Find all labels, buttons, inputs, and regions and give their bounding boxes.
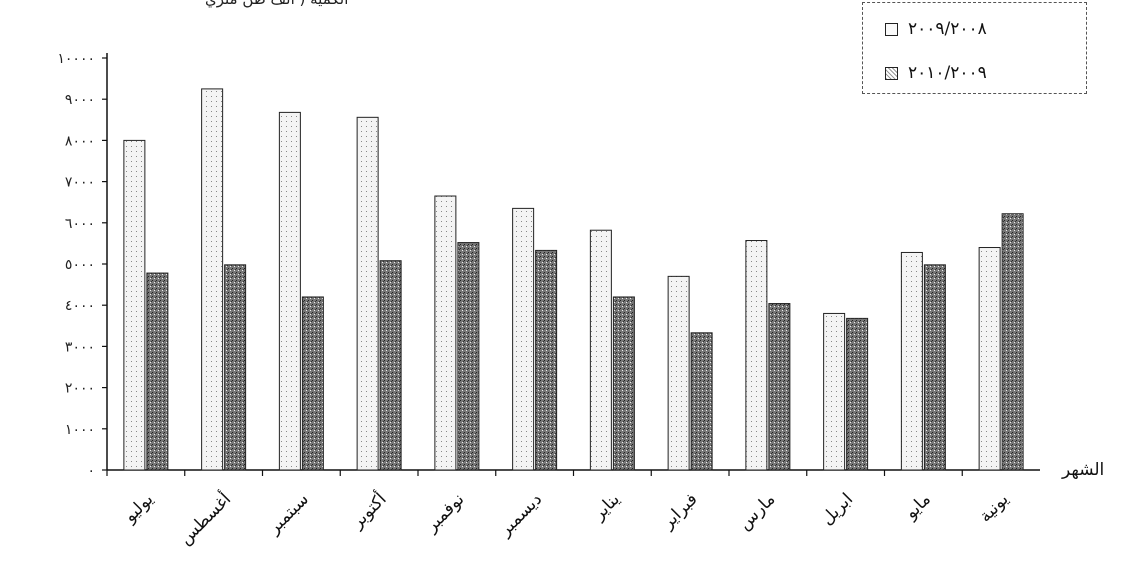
bar-series-1 (589, 229, 612, 471)
y-tick-label: ٩٠٠٠ (65, 92, 95, 108)
bar-series-2 (768, 303, 791, 471)
bar-series-1 (512, 207, 535, 471)
legend-item-series-1: ٢٠٠٩/٢٠٠٨ (885, 19, 987, 39)
x-tick-label: أغسطس (174, 488, 235, 549)
x-tick-label: سبتمبر (264, 489, 313, 538)
x-tick-label: يوليو (120, 489, 158, 527)
y-tick-label: ٦٠٠٠ (65, 216, 95, 232)
x-tick-label: مارس (735, 489, 780, 534)
x-tick-label: نوفمبر (421, 489, 468, 536)
legend-swatch-series-2 (885, 66, 898, 80)
x-tick-label: فبراير (657, 489, 701, 533)
x-tick-label: مايو (900, 489, 935, 524)
bar-series-1 (356, 116, 379, 471)
bar-series-2 (846, 317, 869, 471)
y-tick-label: ٧٠٠٠ (65, 175, 95, 191)
x-tick-label: يناير (588, 489, 624, 525)
bar-series-1 (667, 275, 690, 471)
x-axis-label: الشهر (1062, 460, 1105, 480)
x-tick-label: يونية (976, 489, 1013, 526)
bar-series-1 (823, 312, 846, 471)
y-tick-label: ٥٠٠٠ (65, 257, 95, 273)
bar-series-1 (278, 111, 301, 471)
bar-series-1 (434, 195, 457, 471)
y-tick-label: ٣٠٠٠ (65, 339, 95, 355)
bar-series-2 (379, 260, 402, 471)
x-tick-label: ابريل (817, 489, 857, 529)
bar-series-1 (201, 88, 224, 471)
legend-item-series-2: ٢٠١٠/٢٠٠٩ (885, 63, 987, 83)
x-tick-label: أكتوبر (346, 488, 391, 533)
y-tick-label: ١٠٠٠ (65, 422, 95, 438)
y-tick-label: ١٠٠٠٠ (57, 51, 95, 67)
legend-swatch-series-1 (885, 22, 898, 36)
y-tick-label: ٠ (87, 463, 95, 479)
y-tick-label: ٢٠٠٠ (65, 381, 95, 397)
bar-series-2 (923, 264, 946, 471)
legend: ٢٠٠٩/٢٠٠٨ ٢٠١٠/٢٠٠٩ (862, 2, 1087, 94)
legend-label-series-1: ٢٠٠٩/٢٠٠٨ (908, 19, 987, 39)
y-tick-label: ٨٠٠٠ (65, 133, 95, 149)
bar-series-2 (301, 296, 324, 471)
y-tick-label: ٤٠٠٠ (65, 298, 95, 314)
bar-series-2 (146, 272, 169, 471)
bar-series-2 (612, 296, 635, 471)
bar-series-2 (535, 249, 558, 471)
bar-series-1 (123, 139, 146, 471)
bar-series-1 (978, 247, 1001, 471)
bar-series-1 (900, 251, 923, 471)
legend-label-series-2: ٢٠١٠/٢٠٠٩ (908, 63, 987, 83)
bar-series-1 (745, 240, 768, 471)
bar-series-2 (457, 242, 480, 471)
bar-series-2 (690, 332, 713, 471)
bar-series-2 (224, 264, 247, 471)
x-tick-label: ديسمبر (495, 489, 546, 540)
y-axis-label: الكمية ( ألف طن متري (205, 0, 348, 8)
bar-series-2 (1001, 213, 1024, 471)
